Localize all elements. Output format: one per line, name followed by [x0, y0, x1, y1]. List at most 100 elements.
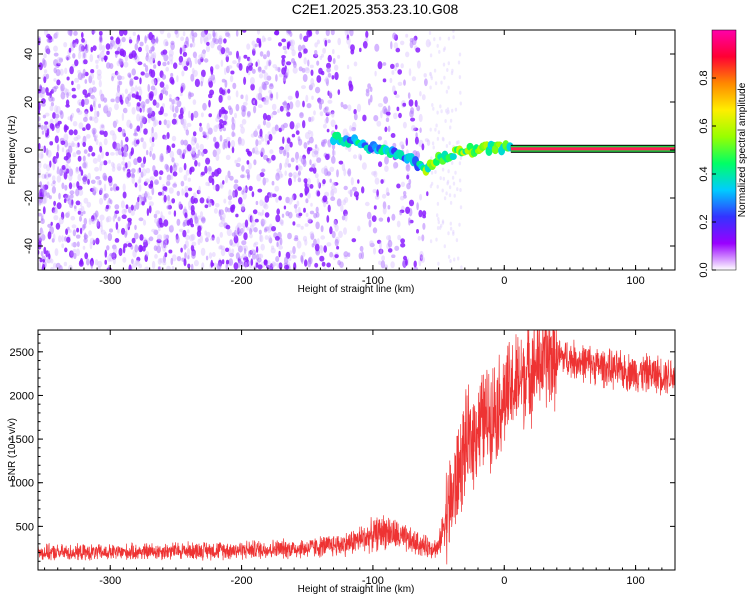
- spectrogram-speckle: [43, 53, 47, 59]
- spectrogram-speckle: [457, 256, 460, 261]
- spectrogram-speckle: [324, 118, 329, 125]
- spectrogram-speckle: [220, 59, 224, 67]
- spectrogram-speckle: [148, 107, 153, 115]
- spectrogram-speckle: [60, 83, 65, 92]
- spectrogram-speckle: [303, 178, 308, 184]
- spectrogram-speckle: [261, 209, 265, 216]
- spectrogram-speckle: [117, 228, 120, 234]
- spectrogram-speckle: [249, 228, 253, 235]
- spectrogram-speckle: [162, 49, 168, 55]
- spectrogram-speckle: [233, 229, 237, 238]
- spectrogram-speckle: [264, 235, 269, 240]
- spectrogram-cells: [38, 30, 463, 270]
- spectrogram-speckle: [138, 217, 144, 222]
- spectrogram-speckle: [341, 163, 346, 172]
- spectrogram-speckle: [118, 80, 123, 86]
- spectrogram-speckle: [205, 231, 211, 239]
- spectrogram-speckle: [56, 79, 61, 86]
- spectrogram-speckle: [200, 217, 206, 222]
- spectrogram-speckle: [324, 78, 329, 82]
- spectrogram-speckle: [395, 94, 400, 99]
- spectrogram-speckle: [44, 196, 48, 204]
- spectrogram-speckle: [70, 43, 75, 52]
- spectrogram-speckle: [187, 91, 192, 100]
- spectrogram-speckle: [92, 96, 97, 104]
- spectrogram-speckle: [395, 47, 401, 53]
- spectrogram-speckle: [213, 125, 218, 133]
- spectrogram-speckle: [71, 80, 74, 86]
- spectrogram-speckle: [183, 162, 187, 171]
- spectrogram-speckle: [262, 119, 267, 126]
- spectrogram-speckle: [385, 187, 389, 196]
- spectrogram-speckle: [95, 138, 99, 146]
- spectrogram-speckle: [38, 152, 44, 160]
- spectrogram-speckle: [288, 177, 292, 186]
- spectrogram-speckle: [192, 51, 197, 59]
- spectrogram-speckle: [172, 104, 175, 113]
- spectrogram-speckle: [271, 245, 275, 250]
- spectrogram-speckle: [227, 95, 232, 101]
- spectrogram-speckle: [93, 100, 96, 108]
- spectrogram-speckle: [222, 127, 226, 132]
- spectrogram-speckle: [120, 139, 124, 148]
- spectrogram-speckle: [205, 131, 210, 140]
- spectrogram-speckle: [187, 177, 191, 182]
- spectrogram-speckle: [66, 92, 69, 99]
- spectrogram-speckle: [114, 238, 120, 243]
- spectrogram-speckle: [38, 102, 41, 110]
- spectrogram-speckle: [45, 148, 49, 156]
- spectrogram-speckle: [53, 52, 59, 57]
- spectrogram-speckle: [281, 67, 286, 75]
- spectrogram-speckle: [401, 144, 405, 150]
- spectrogram-speckle: [327, 204, 331, 213]
- spectrogram-speckle: [259, 233, 262, 242]
- spectrogram-speckle: [350, 177, 354, 186]
- spectrogram-speckle: [419, 193, 423, 201]
- spectrogram-speckle: [110, 36, 114, 41]
- spectrogram-speckle: [83, 149, 88, 154]
- spectrogram-speckle: [432, 145, 435, 150]
- spectrogram-speckle: [191, 136, 196, 142]
- spectrogram-speckle: [97, 260, 103, 268]
- spectrogram-speckle: [373, 170, 378, 178]
- spectrogram-speckle: [57, 120, 62, 125]
- carrier-band-core: [510, 147, 675, 151]
- spectrogram-speckle: [235, 252, 240, 260]
- spectrogram-speckle: [271, 226, 276, 232]
- spectrogram-speckle: [310, 82, 315, 88]
- spectrogram-speckle: [369, 240, 374, 247]
- spectrogram-speckle: [115, 150, 119, 156]
- spectrogram-speckle: [163, 239, 167, 249]
- spectrogram-speckle: [43, 76, 47, 84]
- spectrogram-speckle: [329, 92, 333, 99]
- spectrogram-speckle: [260, 147, 265, 156]
- spectrogram-speckle: [151, 126, 154, 134]
- spectrogram-speckle: [313, 150, 319, 155]
- spectrogram-speckle: [436, 43, 439, 48]
- spectrogram-speckle: [155, 36, 159, 44]
- spectrogram-speckle: [75, 168, 80, 174]
- spectrogram-speckle: [449, 226, 453, 231]
- spectrogram-speckle: [168, 94, 172, 98]
- spectrogram-speckle: [159, 93, 164, 101]
- spectrogram-speckle: [74, 59, 79, 67]
- spectrogram-speckle: [64, 236, 67, 242]
- spectrogram-speckle: [77, 99, 83, 106]
- spectrogram-speckle: [384, 156, 389, 165]
- spectrogram-speckle: [334, 187, 338, 194]
- spectrogram-speckle: [87, 172, 91, 181]
- spectrogram-speckle: [226, 228, 232, 237]
- spectrogram-speckle: [141, 115, 146, 124]
- spectrogram-speckle: [40, 234, 46, 241]
- spectrogram-speckle: [139, 77, 142, 85]
- spectrogram-speckle: [414, 99, 418, 108]
- spectrogram-speckle: [135, 201, 140, 210]
- spectrogram-speckle: [176, 100, 182, 108]
- spectrogram-speckle: [234, 179, 239, 184]
- spectrogram-speckle: [287, 44, 290, 50]
- spectrogram-speckle: [207, 182, 211, 187]
- spectrogram-speckle: [283, 103, 287, 111]
- spectrogram-speckle: [452, 35, 455, 40]
- spectrogram-speckle: [318, 182, 321, 189]
